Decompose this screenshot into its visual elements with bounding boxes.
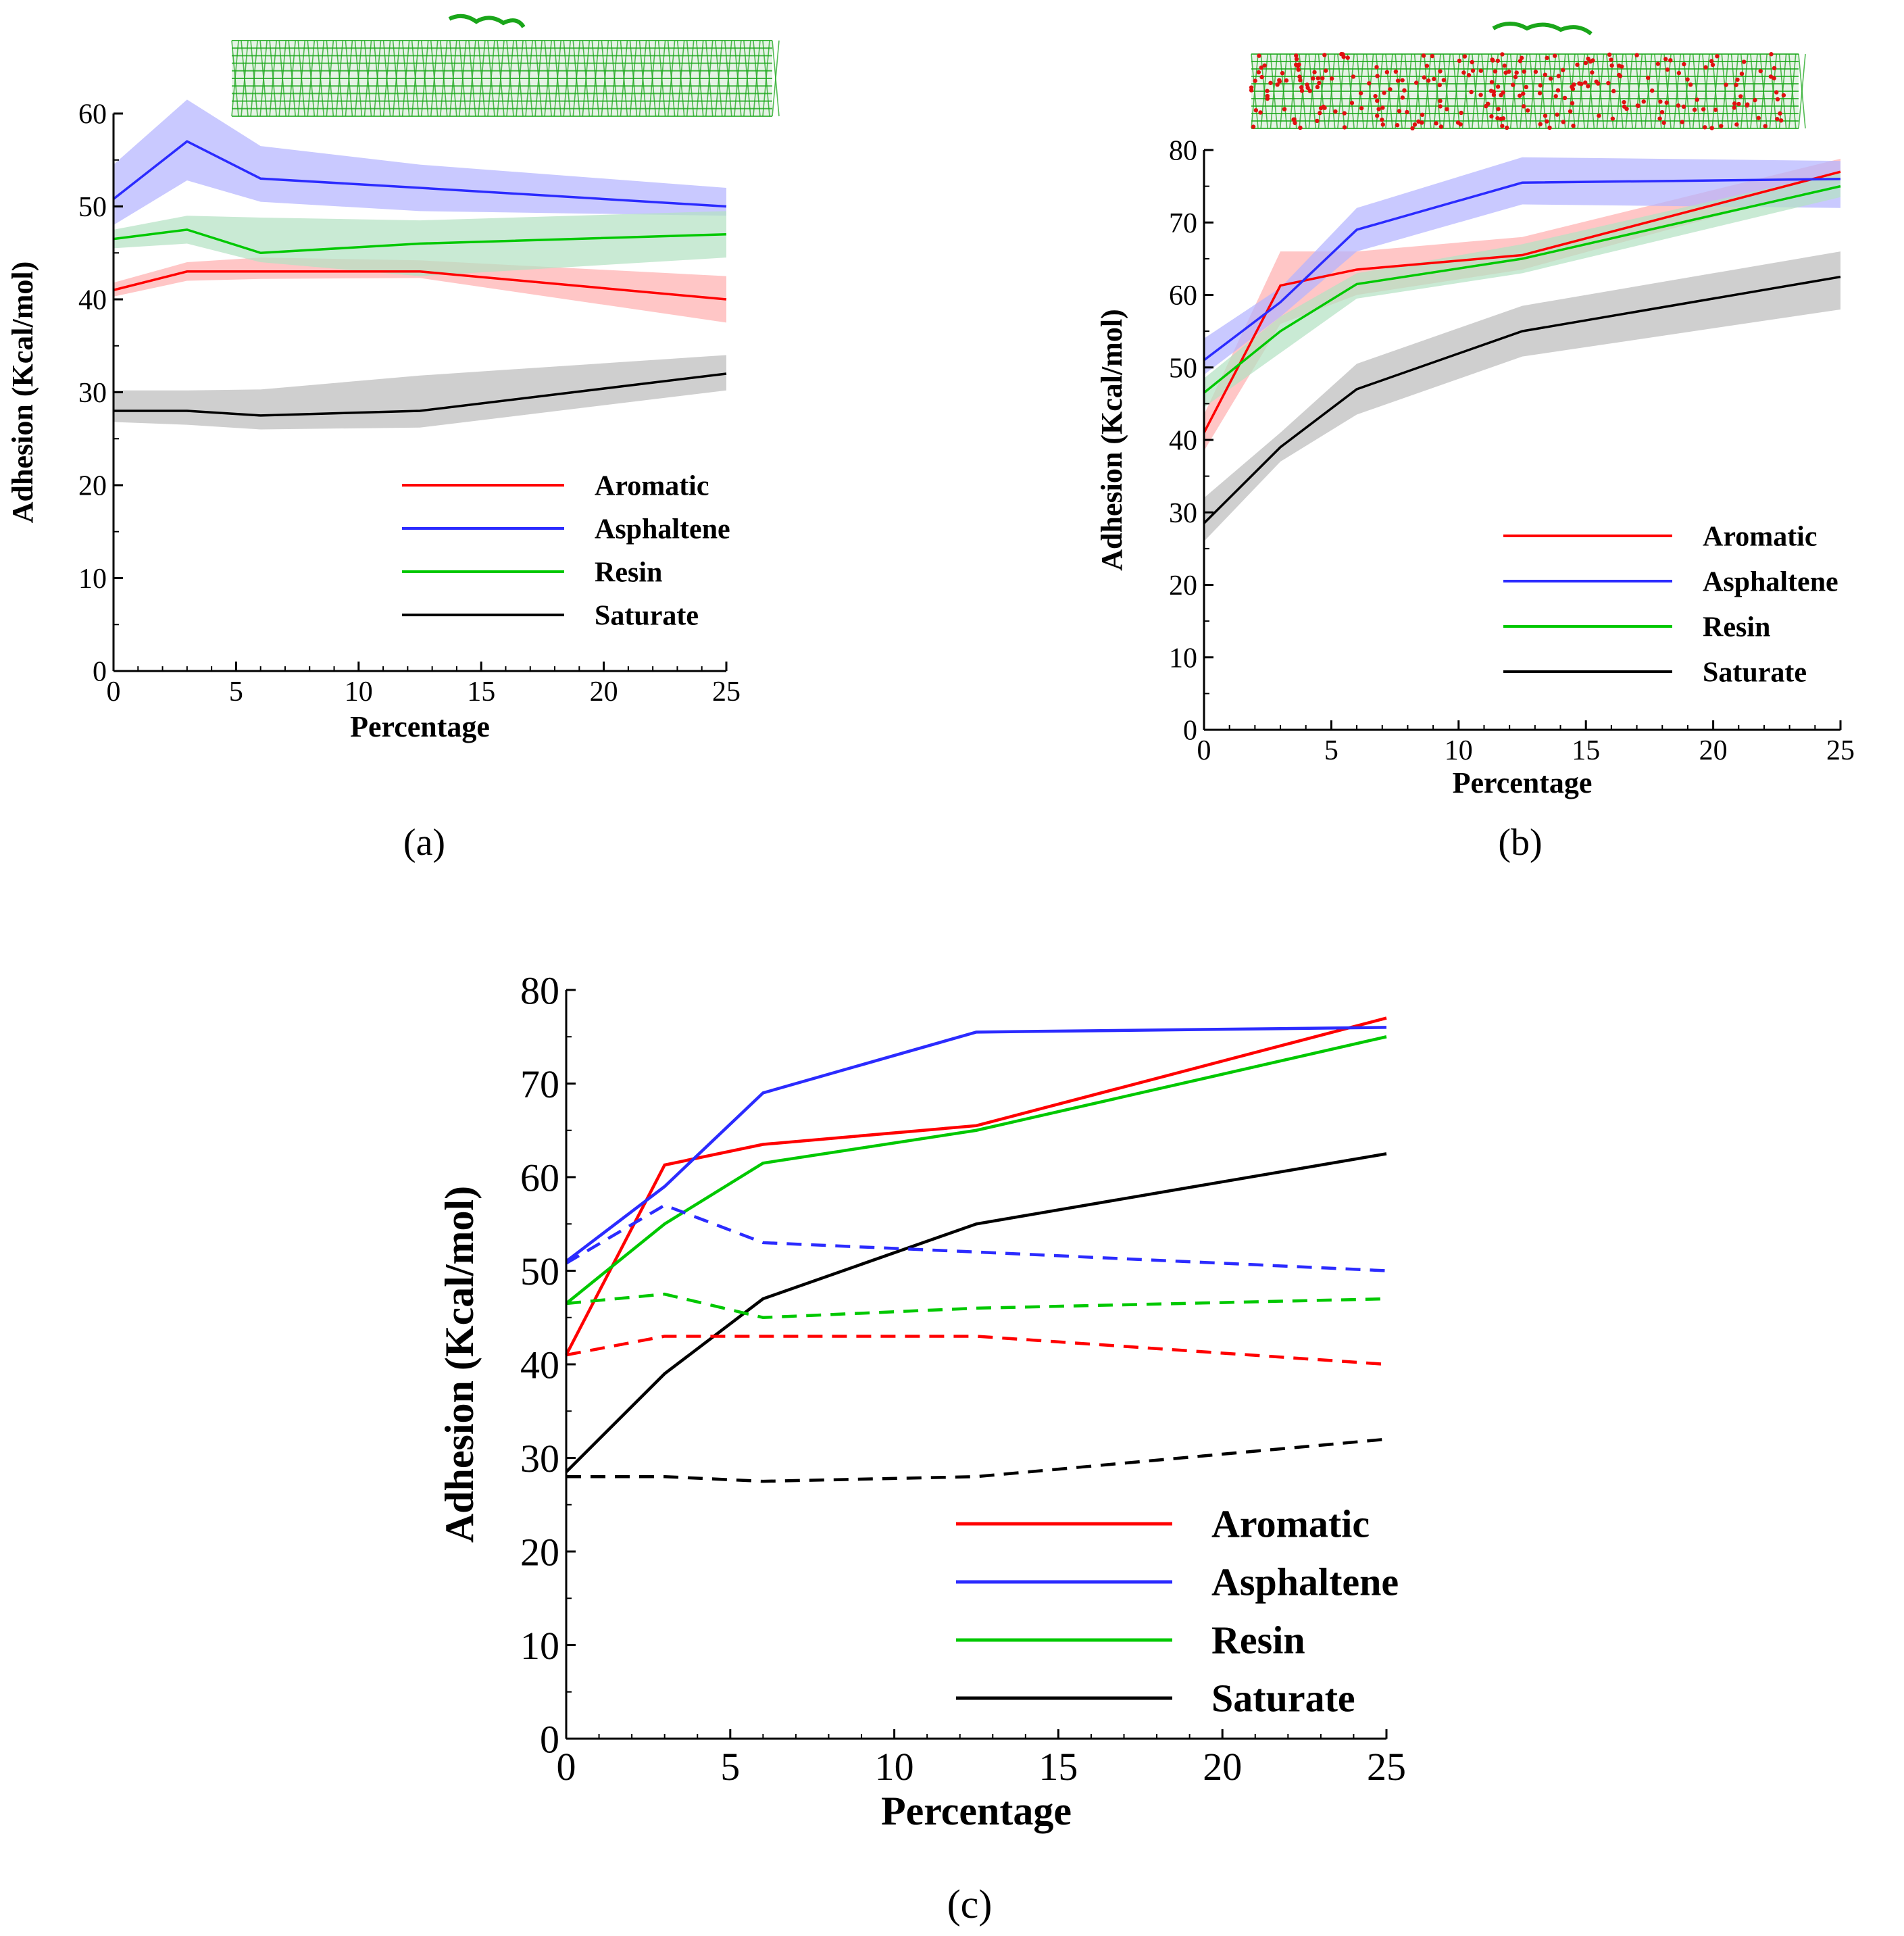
series-saturate-c [565, 1152, 1387, 1473]
adsorbate-molecule-icon-a [448, 14, 526, 28]
legend-b: Aromatic Asphaltene Resin Saturate [1503, 521, 1838, 688]
x-axis-label-c: Percentage [881, 1789, 1072, 1833]
y-tick-label: 60 [520, 1156, 559, 1199]
series-resin-b [1203, 184, 1841, 394]
y-tick-label: 0 [1183, 716, 1197, 747]
legend-a: Aromatic Asphaltene Resin Saturate [402, 470, 730, 631]
series-saturate-b [1203, 275, 1841, 524]
y-tick-label: 20 [1169, 570, 1197, 601]
x-tick-label: 0 [107, 676, 121, 708]
x-tick-label: 25 [712, 676, 741, 708]
panel-label-c: (c) [947, 1882, 993, 1927]
legend-label-saturate: Saturate [1211, 1677, 1355, 1720]
legend-label-asphaltene: Asphaltene [595, 514, 730, 545]
x-axis-label-a: Percentage [350, 710, 490, 743]
y-axis-label-b: Adhesion (Kcal/mol) [1095, 309, 1128, 570]
y-tick-label: 80 [520, 968, 559, 1012]
legend-label-aromatic: Aromatic [1211, 1502, 1370, 1546]
band-resin-b [1204, 172, 1840, 407]
x-tick-label: 20 [1203, 1745, 1242, 1789]
legend-label-resin: Resin [1703, 612, 1770, 643]
oxidized-nanotube-molecule-icon [1249, 51, 1806, 131]
legend-label-aromatic: Aromatic [1703, 521, 1818, 552]
series-asphaltene-b [1203, 178, 1841, 362]
series-asphaltene-a [112, 140, 727, 208]
y-tick-label: 10 [78, 564, 107, 595]
y-tick-label: 0 [93, 657, 107, 688]
chart-c: 0 10 20 30 40 50 60 70 80 0 5 10 15 20 25 Percentage Adh… [437, 968, 1406, 1833]
x-tick-label: 10 [1445, 735, 1473, 766]
y-tick-label: 50 [1169, 353, 1197, 384]
series-saturate-a [114, 372, 727, 417]
band-aromatic-a [114, 257, 726, 323]
x-tick-label: 15 [1038, 1745, 1078, 1789]
legend-label-resin: Resin [1211, 1618, 1305, 1662]
x-tick-label: 20 [1699, 735, 1728, 766]
legend-c: Aromatic Asphaltene Resin Saturate [956, 1502, 1399, 1720]
y-tick-label: 20 [78, 471, 107, 502]
y-tick-label: 60 [78, 99, 107, 130]
y-tick-label: 70 [520, 1062, 559, 1106]
y-tick-label: 40 [1169, 426, 1197, 457]
y-tick-label: 30 [520, 1437, 559, 1481]
nanotube-molecule-icon [231, 40, 780, 117]
series-asphaltene-dashed-c [565, 1203, 1387, 1272]
y-tick-label: 20 [520, 1530, 559, 1574]
x-axis-label-b: Percentage [1453, 766, 1593, 799]
series-aromatic-b [1203, 170, 1841, 434]
legend-label-asphaltene: Asphaltene [1211, 1560, 1399, 1604]
x-tick-label: 10 [345, 676, 373, 708]
legend-label-saturate: Saturate [1703, 657, 1807, 688]
x-tick-label: 25 [1367, 1745, 1406, 1789]
series-saturate-dashed-c [566, 1437, 1387, 1483]
y-tick-label: 70 [1169, 208, 1197, 239]
band-asphaltene-b [1204, 157, 1840, 375]
series-aromatic-dashed-c [566, 1335, 1387, 1366]
x-tick-label: 15 [467, 676, 495, 708]
panel-label-a: (a) [403, 822, 445, 864]
band-saturate-b [1204, 251, 1840, 542]
y-tick-label: 40 [520, 1343, 559, 1387]
x-tick-label: 5 [1324, 735, 1338, 766]
series-aromatic-c [565, 1016, 1387, 1356]
legend-label-aromatic: Aromatic [595, 470, 709, 501]
series-asphaltene-c [565, 1026, 1387, 1263]
panel-label-b: (b) [1498, 822, 1542, 864]
x-tick-label: 0 [557, 1745, 576, 1789]
series-resin-c [565, 1035, 1387, 1305]
y-tick-label: 30 [78, 378, 107, 409]
x-tick-label: 5 [720, 1745, 740, 1789]
series-aromatic-a [113, 270, 727, 301]
series-resin-a [113, 228, 727, 255]
x-tick-label: 10 [875, 1745, 914, 1789]
molecule-layer [231, 14, 1806, 131]
band-asphaltene-a [114, 99, 726, 225]
chart-b: 0 10 20 30 40 50 60 70 80 0 5 10 15 20 25 Percentage Adh… [1095, 136, 1855, 799]
y-axis-label-a: Adhesion (Kcal/mol) [6, 262, 39, 523]
x-tick-label: 15 [1572, 735, 1600, 766]
y-axis-label-c: Adhesion (Kcal/mol) [437, 1186, 482, 1543]
y-tick-label: 60 [1169, 280, 1197, 312]
y-tick-label: 40 [78, 285, 107, 316]
y-tick-label: 10 [1169, 643, 1197, 674]
x-tick-label: 20 [590, 676, 618, 708]
x-tick-label: 5 [229, 676, 243, 708]
x-tick-label: 0 [1197, 735, 1211, 766]
y-tick-label: 10 [520, 1624, 559, 1668]
y-tick-label: 50 [78, 192, 107, 223]
x-tick-label: 25 [1826, 735, 1855, 766]
y-tick-label: 80 [1169, 136, 1197, 167]
y-tick-label: 0 [540, 1717, 559, 1761]
chart-a: 0 10 20 30 40 50 60 0 5 10 15 20 25 Percentage Adhesio… [6, 99, 741, 743]
adsorbate-molecule-icon-b [1492, 22, 1593, 36]
band-saturate-a [114, 355, 726, 430]
series-resin-dashed-c [566, 1292, 1387, 1320]
legend-label-asphaltene: Asphaltene [1703, 566, 1838, 597]
y-tick-label: 30 [1169, 498, 1197, 529]
legend-label-saturate: Saturate [595, 600, 699, 631]
y-tick-label: 50 [520, 1249, 559, 1293]
legend-label-resin: Resin [595, 557, 662, 588]
